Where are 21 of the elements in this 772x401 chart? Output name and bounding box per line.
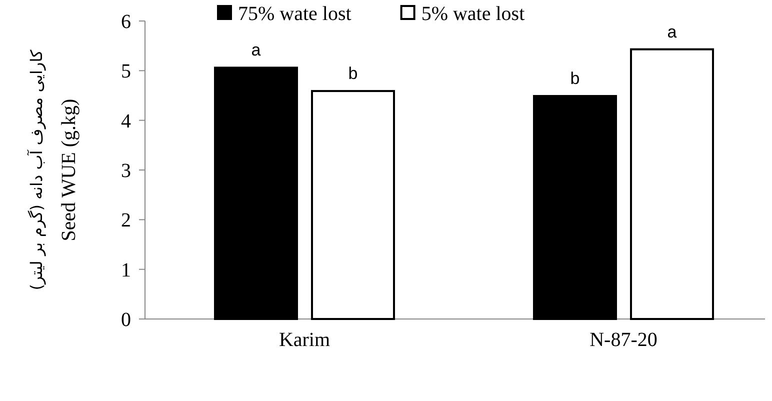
- y-tick-label: 4: [121, 110, 131, 132]
- x-tick-label: N-87-20: [590, 329, 658, 351]
- legend-label: 5% wate lost: [421, 3, 526, 25]
- y-tick-label: 6: [121, 11, 131, 33]
- text: کارایی مصرف آب دانه (گرم بر لیتر): [26, 49, 46, 290]
- y-tick-label: 0: [121, 309, 131, 331]
- y-tick-label: 3: [121, 160, 131, 182]
- y-tick-label: 1: [121, 259, 131, 282]
- data-label: a: [667, 22, 678, 42]
- y-axis-title: Seed WUE (g.kg): [58, 98, 80, 242]
- data-label: b: [348, 64, 358, 84]
- legend-label: 75% wate lost: [238, 3, 352, 25]
- x-tick-label: Karim: [278, 329, 330, 351]
- data-label: b: [570, 68, 580, 88]
- bar: [311, 90, 395, 320]
- y-tick-label: 2: [121, 210, 131, 232]
- bar: [533, 94, 617, 320]
- bar: [214, 66, 298, 320]
- y-tick-label: 5: [121, 60, 131, 83]
- bar: [630, 48, 714, 320]
- data-label: a: [251, 40, 262, 60]
